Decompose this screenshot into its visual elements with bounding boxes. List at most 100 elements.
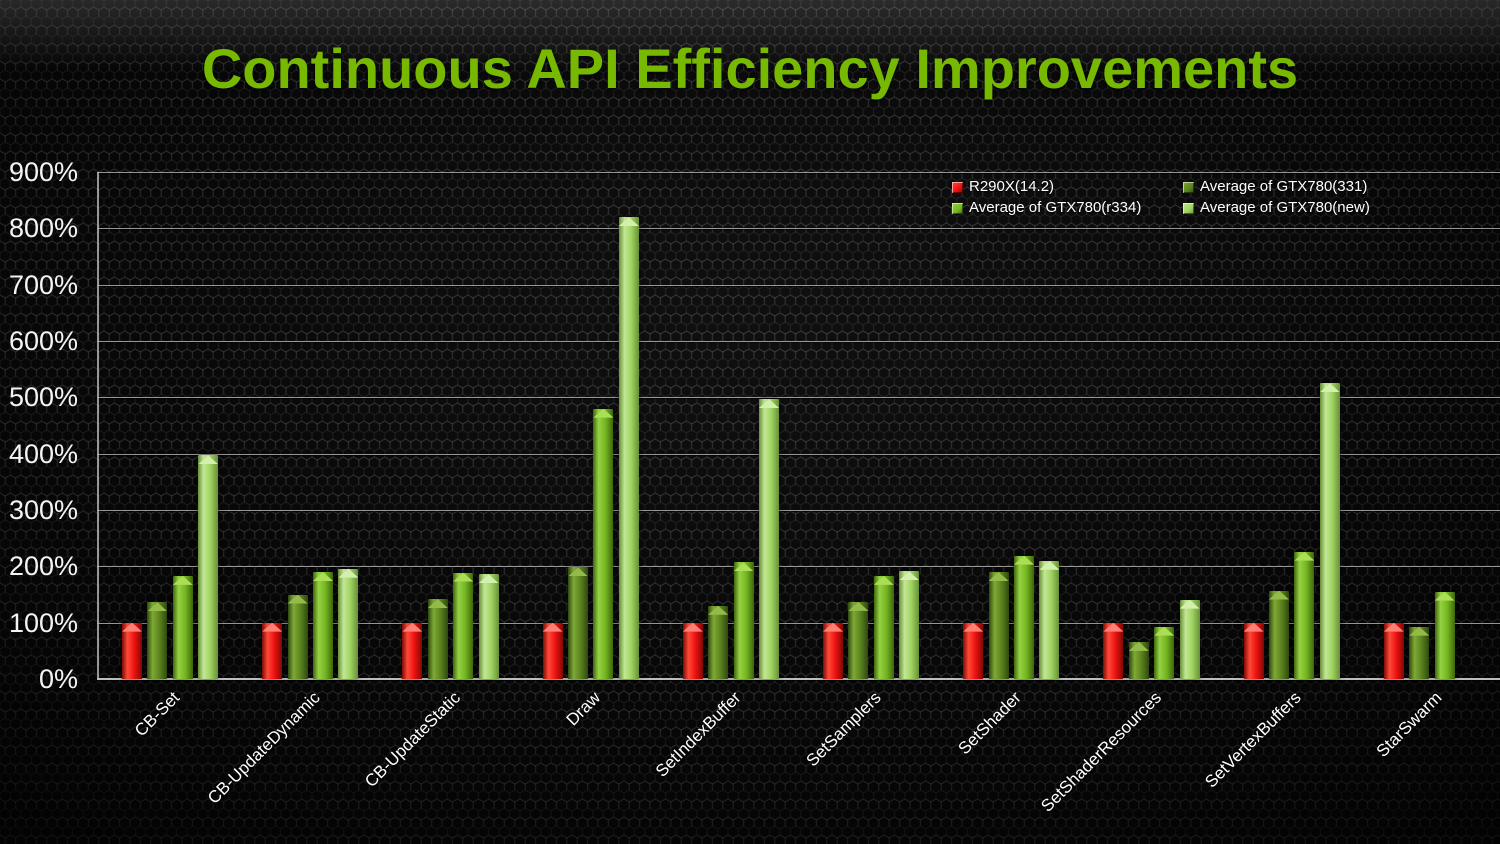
y-axis-line (97, 172, 99, 679)
gridline (97, 566, 1500, 568)
bar-gloss-cap (1103, 622, 1124, 632)
bar-gloss-cap (1154, 626, 1175, 636)
bar (313, 571, 333, 679)
bar-gloss-cap (873, 575, 894, 585)
bar (1383, 622, 1404, 679)
bar (823, 622, 843, 679)
x-axis-category-label: SetVertexBuffers (1201, 688, 1306, 792)
bar-gloss-cap (1294, 551, 1315, 561)
legend-color-swatch (1183, 202, 1194, 214)
legend-item: Average of GTX780(331) (1183, 178, 1368, 195)
bar-gloss-cap (733, 562, 754, 572)
bar-gloss-cap (1128, 641, 1149, 651)
x-axis-category-label: SetIndexBuffer (651, 688, 745, 781)
x-axis-category-label: CB-UpdateDynamic (203, 688, 324, 808)
bar-gloss-cap (1434, 591, 1455, 601)
x-axis-category-label: SetSamplers (802, 688, 885, 771)
bar (1243, 622, 1264, 679)
bar-gloss-cap (262, 622, 283, 632)
bar-gloss-cap (1179, 599, 1200, 609)
bar (338, 568, 359, 679)
bar-gloss-cap (427, 599, 448, 608)
legend-series-label: Average of GTX780(331) (1200, 178, 1368, 195)
bar (287, 594, 308, 679)
bar (262, 622, 283, 679)
y-axis-tick-label: 200% (8, 551, 78, 582)
legend-color-swatch (1183, 181, 1194, 193)
bar-gloss-cap (402, 622, 423, 632)
y-axis-tick-label: 900% (8, 157, 78, 187)
bar-gloss-cap (988, 571, 1009, 581)
bar-gloss-cap (1383, 622, 1404, 632)
chart-title: Continuous API Efficiency Improvements (201, 37, 1299, 100)
bar (593, 408, 614, 679)
bar (708, 605, 729, 679)
bar (1269, 590, 1289, 679)
bar (618, 217, 639, 679)
bar (478, 574, 499, 679)
bar (198, 455, 219, 679)
bar-gloss-cap (963, 622, 984, 632)
bar (1103, 622, 1124, 679)
y-axis-tick-label: 500% (8, 382, 78, 413)
legend-color-swatch (952, 202, 963, 214)
legend-item: Average of GTX780(r334) (952, 199, 1142, 216)
bar-gloss-cap (1319, 383, 1340, 393)
bar (427, 599, 448, 679)
x-axis-category-label: Draw (562, 688, 605, 730)
bar (988, 571, 1009, 679)
y-axis-tick-label: 100% (8, 607, 78, 638)
bar (1319, 383, 1340, 679)
bar (733, 562, 754, 679)
bar-gloss-cap (122, 622, 142, 632)
bar-gloss-cap (593, 408, 614, 418)
bar-gloss-cap (848, 601, 869, 611)
bar-gloss-cap (453, 572, 474, 582)
legend-series-label: Average of GTX780(r334) (969, 199, 1142, 216)
bar (1128, 641, 1149, 679)
gridline (97, 678, 1500, 680)
bar (172, 575, 193, 679)
legend-color-swatch (952, 181, 963, 193)
y-axis-tick-label: 300% (8, 495, 78, 525)
bar (402, 622, 423, 679)
bar (1179, 599, 1200, 679)
bar (682, 622, 703, 679)
bar-gloss-cap (542, 622, 563, 632)
gridline (97, 284, 1500, 286)
bar (899, 571, 920, 679)
bar-gloss-cap (823, 622, 843, 632)
legend-item: R290X(14.2) (952, 178, 1055, 195)
bar-gloss-cap (1039, 560, 1060, 570)
gridline (97, 341, 1500, 342)
gridline (97, 622, 1500, 624)
x-axis-category-label: StarSwarm (1372, 688, 1446, 761)
gridline (97, 453, 1500, 455)
bar (542, 622, 563, 679)
gridline (97, 397, 1500, 399)
bar-gloss-cap (759, 399, 779, 409)
bar-gloss-cap (313, 571, 333, 581)
bar-gloss-cap (287, 594, 308, 604)
bar (963, 622, 984, 679)
y-axis-tick-label: 400% (8, 438, 78, 469)
x-axis-category-label: SetShaderResources (1037, 688, 1165, 816)
bar (1039, 560, 1060, 679)
gridline (97, 228, 1500, 230)
bar (1294, 551, 1315, 679)
bar-gloss-cap (478, 574, 499, 584)
legend-series-label: Average of GTX780(new) (1200, 199, 1370, 216)
x-axis-category-label: SetShader (954, 688, 1025, 759)
bar (453, 572, 474, 679)
bar-gloss-cap (618, 217, 639, 227)
bar (122, 622, 142, 679)
bar (873, 575, 894, 679)
y-axis-tick-label: 800% (8, 213, 78, 244)
bar-gloss-cap (172, 575, 193, 585)
bar (568, 567, 588, 679)
legend-series-label: R290X(14.2) (969, 178, 1055, 195)
bar-gloss-cap (1243, 622, 1264, 632)
bar-gloss-cap (1409, 626, 1430, 636)
